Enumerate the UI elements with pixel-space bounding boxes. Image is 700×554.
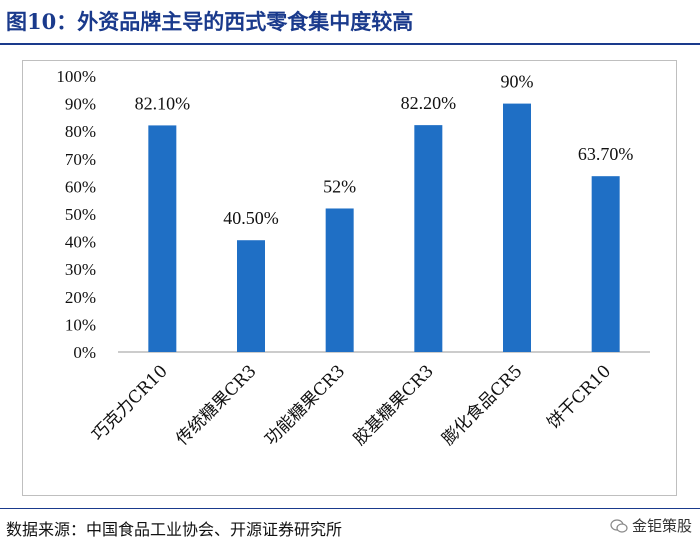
bar — [237, 240, 265, 352]
title-bar: 图10：外资品牌主导的西式零食集中度较高 — [0, 0, 700, 46]
category-label: 膨化食品CR5 — [438, 361, 526, 449]
category-label: 饼干CR10 — [543, 361, 615, 433]
data-label: 63.70% — [578, 144, 634, 164]
category-label: 传统糖果CR3 — [172, 361, 260, 449]
source-note: 数据来源：中国食品工业协会、开源证券研究所 — [6, 520, 343, 539]
x-axis-labels: 巧克力CR10 传统糖果CR3 功能糖果CR3 胶基糖果CR3 膨化食品CR5 饼干CR1… — [88, 361, 615, 449]
data-label: 90% — [501, 72, 534, 92]
y-tick-label: 100% — [56, 67, 96, 86]
data-labels: 82.10% 40.50% 52% 82.20% 90% 63.70% — [135, 72, 634, 229]
bar — [591, 176, 620, 352]
y-tick-label: 0% — [73, 343, 96, 362]
y-tick-label: 80% — [65, 122, 96, 141]
footer-rule — [0, 508, 700, 509]
data-label: 52% — [323, 176, 356, 196]
bar — [148, 125, 177, 353]
bar — [503, 103, 531, 352]
bar — [325, 208, 354, 352]
category-label: 胶基糖果CR3 — [350, 361, 438, 449]
data-label: 40.50% — [223, 208, 279, 228]
category-label: 功能糖果CR3 — [261, 361, 349, 449]
category-label: 巧克力CR10 — [88, 361, 172, 445]
y-tick-label: 30% — [65, 260, 96, 279]
y-tick-label: 70% — [65, 150, 96, 169]
bars — [148, 103, 620, 353]
brand-name: 金钜策股 — [631, 517, 692, 535]
brand-watermark: 金钜策股 — [610, 515, 692, 536]
y-tick-label: 20% — [65, 288, 96, 307]
figure-title: 图10：外资品牌主导的西式零食集中度较高 — [6, 9, 414, 34]
bar — [414, 125, 443, 353]
y-tick-label: 90% — [65, 95, 96, 114]
data-label: 82.10% — [135, 93, 191, 113]
y-tick-label: 60% — [65, 177, 96, 196]
y-tick-label: 10% — [65, 315, 96, 334]
title-rule — [0, 43, 700, 45]
data-label: 82.20% — [401, 93, 457, 113]
chart-frame — [22, 60, 677, 496]
wechat-icon — [610, 518, 628, 533]
y-axis: 0% 10% 20% 30% 40% 50% 60% 70% 80% 90% 100% — [56, 67, 650, 362]
y-tick-label: 50% — [65, 205, 96, 224]
y-tick-label: 40% — [65, 233, 96, 252]
